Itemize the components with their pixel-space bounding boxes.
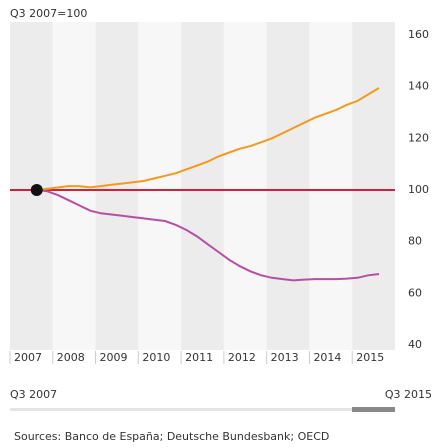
year-band [138,22,182,350]
year-band [181,22,224,350]
y-tick-label: 120 [408,131,429,144]
year-band [352,22,395,350]
y-tick-label: 80 [408,235,422,248]
x-tick-label: 2011 [185,351,213,364]
year-band [309,22,353,350]
series-line [36,189,380,282]
source-note: Sources: Banco de España; Deutsche Bunde… [14,430,329,443]
range-end-label: Q3 2015 [385,388,432,401]
year-band [266,22,310,350]
x-tick-label: 2012 [228,351,256,364]
base-point [30,184,43,196]
y-tick-label: 140 [408,80,429,93]
x-tick-label: 2008 [57,351,85,364]
y-tick-label: 60 [408,286,422,299]
x-tick-label: 2013 [271,351,299,364]
year-band [10,22,53,350]
chart-subtitle: Q3 2007=100 [10,7,87,20]
y-tick-label: 100 [408,183,429,196]
year-band [223,22,267,350]
x-tick-label: 2009 [100,351,128,364]
series-line [36,87,380,191]
x-tick-label: 2014 [313,351,341,364]
y-tick-label: 160 [408,28,429,41]
range-slider-handle[interactable] [352,407,395,412]
y-tick-label: 40 [408,338,422,351]
range-slider-track[interactable] [10,408,395,411]
range-start-label: Q3 2007 [10,388,57,401]
x-tick-label: 2007 [14,351,42,364]
x-tick-label: 2015 [356,351,384,364]
x-tick-label: 2010 [142,351,170,364]
